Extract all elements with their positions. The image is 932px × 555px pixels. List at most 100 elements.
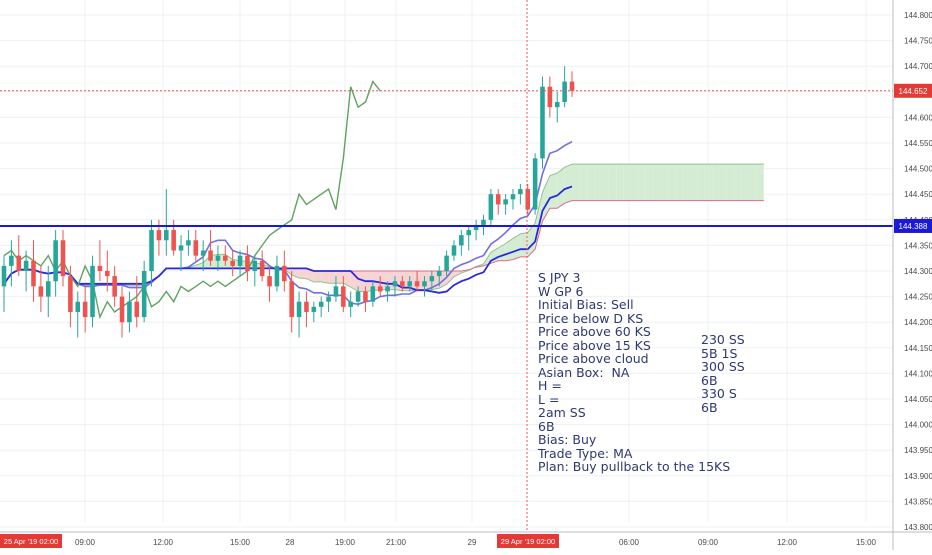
candle-body[interactable] xyxy=(429,276,435,282)
candle-body[interactable] xyxy=(53,240,58,282)
note-left-line: Initial Bias: Sell xyxy=(538,297,634,312)
candle-body[interactable] xyxy=(282,265,287,282)
cloud-segment xyxy=(505,238,513,261)
candle-body[interactable] xyxy=(488,194,494,220)
candle-body[interactable] xyxy=(274,265,280,287)
cloud-segment xyxy=(291,268,300,279)
candle-body[interactable] xyxy=(75,301,81,312)
candle-body[interactable] xyxy=(31,260,36,287)
candle-body[interactable] xyxy=(518,189,523,195)
candle-body[interactable] xyxy=(208,250,213,261)
x-tick-label: 19:00 xyxy=(335,538,356,547)
candle-body[interactable] xyxy=(127,301,132,323)
candle-body[interactable] xyxy=(215,255,221,261)
candle-body[interactable] xyxy=(422,281,427,287)
candle-body[interactable] xyxy=(259,260,265,277)
candle-body[interactable] xyxy=(296,301,302,318)
candle-body[interactable] xyxy=(400,281,405,287)
candle-body[interactable] xyxy=(289,281,294,318)
cloud-segment xyxy=(734,164,742,201)
candle-body[interactable] xyxy=(68,276,73,312)
candle-body[interactable] xyxy=(104,271,110,277)
candle-body[interactable] xyxy=(451,245,457,256)
candle-body[interactable] xyxy=(355,291,361,302)
candle-body[interactable] xyxy=(377,286,383,292)
note-left-line: S JPY 3 xyxy=(538,270,581,285)
candle-body[interactable] xyxy=(223,255,228,261)
candle-body[interactable] xyxy=(193,240,199,256)
candle-body[interactable] xyxy=(466,230,472,236)
note-right-line: 6B xyxy=(701,399,718,415)
candle-body[interactable] xyxy=(149,230,154,271)
candle-body[interactable] xyxy=(363,291,368,302)
candle-body[interactable] xyxy=(436,271,442,277)
candle-body[interactable] xyxy=(392,281,398,287)
price-badge-label: 144.388 xyxy=(899,222,928,231)
candle-body[interactable] xyxy=(444,255,449,271)
candle-body[interactable] xyxy=(385,286,390,292)
candle-body[interactable] xyxy=(495,194,501,205)
cloud-segment xyxy=(313,271,322,282)
candle-body[interactable] xyxy=(200,250,206,256)
horizontal-levels[interactable] xyxy=(0,0,893,532)
candle-body[interactable] xyxy=(245,255,250,271)
candle-body[interactable] xyxy=(186,240,191,246)
candle-body[interactable] xyxy=(540,86,545,159)
candle-body[interactable] xyxy=(141,271,147,318)
candle-body[interactable] xyxy=(407,281,413,287)
candle-body[interactable] xyxy=(481,219,486,225)
candle-body[interactable] xyxy=(119,296,125,323)
candle-body[interactable] xyxy=(370,286,376,302)
candle-body[interactable] xyxy=(304,301,309,312)
candle-body[interactable] xyxy=(23,260,29,271)
candle-body[interactable] xyxy=(459,235,464,246)
candle-body[interactable] xyxy=(156,230,162,241)
candle-body[interactable] xyxy=(230,260,235,266)
candle-body[interactable] xyxy=(532,158,538,210)
cloud-segment xyxy=(299,268,307,279)
candle-body[interactable] xyxy=(569,81,575,91)
y-tick-label: 143.950 xyxy=(904,446,932,455)
candle-body[interactable] xyxy=(554,102,560,108)
candle-body[interactable] xyxy=(318,301,324,307)
candle-body[interactable] xyxy=(326,296,331,302)
candle-body[interactable] xyxy=(237,255,243,266)
candle-body[interactable] xyxy=(414,281,420,287)
candle-body[interactable] xyxy=(503,199,508,205)
candlesticks[interactable] xyxy=(1,66,575,338)
candle-body[interactable] xyxy=(9,255,14,266)
candle-body[interactable] xyxy=(252,260,258,271)
note-left-line: Plan: Buy pullback to the 15KS xyxy=(538,459,731,474)
candle-body[interactable] xyxy=(547,86,553,108)
candle-body[interactable] xyxy=(178,245,184,251)
candle-body[interactable] xyxy=(562,81,567,103)
cloud-segment xyxy=(741,164,750,201)
candle-body[interactable] xyxy=(16,255,22,271)
candle-body[interactable] xyxy=(333,286,339,297)
candle-body[interactable] xyxy=(348,301,353,307)
candle-body[interactable] xyxy=(45,281,51,297)
candle-body[interactable] xyxy=(473,224,479,231)
candle-body[interactable] xyxy=(1,265,7,287)
candle-body[interactable] xyxy=(525,189,531,210)
candle-body[interactable] xyxy=(267,276,272,287)
candle-body[interactable] xyxy=(82,301,88,318)
cloud-segment xyxy=(572,164,580,201)
price-badge-label: 144.652 xyxy=(899,87,928,96)
candle-body[interactable] xyxy=(112,276,117,297)
candle-body[interactable] xyxy=(510,194,516,200)
candle-body[interactable] xyxy=(171,230,176,251)
candle-body[interactable] xyxy=(97,265,103,271)
candle-body[interactable] xyxy=(38,286,44,297)
trade-notes-right: 230 SS 5B 1S 300 SS 6B 330 S 6B xyxy=(701,333,745,414)
candle-body[interactable] xyxy=(311,306,317,312)
candle-body[interactable] xyxy=(90,265,95,318)
cloud-segment xyxy=(623,164,632,201)
cloud-segment xyxy=(756,164,764,201)
candle-body[interactable] xyxy=(60,240,66,277)
candle-body[interactable] xyxy=(163,230,169,241)
candle-body[interactable] xyxy=(341,286,346,307)
candle-body[interactable] xyxy=(134,301,140,318)
